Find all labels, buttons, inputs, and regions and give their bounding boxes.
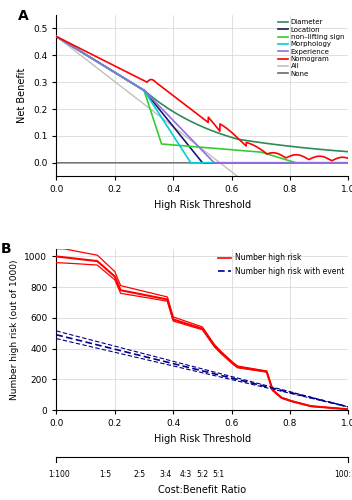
Text: Cost:Benefit Ratio: Cost:Benefit Ratio (158, 485, 246, 495)
Text: 2:5: 2:5 (134, 470, 146, 479)
Text: 1:5: 1:5 (99, 470, 111, 479)
X-axis label: High Risk Threshold: High Risk Threshold (154, 434, 251, 444)
Legend: Number high risk, Number high risk with event: Number high risk, Number high risk with … (215, 250, 347, 279)
Text: A: A (18, 8, 29, 22)
Text: B: B (1, 242, 11, 256)
Text: 1:100: 1:100 (48, 470, 70, 479)
Y-axis label: Net Benefit: Net Benefit (17, 68, 27, 124)
Text: 5:1: 5:1 (213, 470, 225, 479)
Y-axis label: Number high risk (out of 1000): Number high risk (out of 1000) (10, 259, 19, 400)
Text: 100:1: 100:1 (335, 470, 352, 479)
Text: 3:4: 3:4 (160, 470, 172, 479)
Legend: Diameter, Location, non–lifting sign, Morphology, Experience, Nomogram, All, Non: Diameter, Location, non–lifting sign, Mo… (276, 16, 347, 80)
Text: 4:3: 4:3 (180, 470, 192, 479)
Text: 5:2: 5:2 (196, 470, 208, 479)
X-axis label: High Risk Threshold: High Risk Threshold (154, 200, 251, 210)
